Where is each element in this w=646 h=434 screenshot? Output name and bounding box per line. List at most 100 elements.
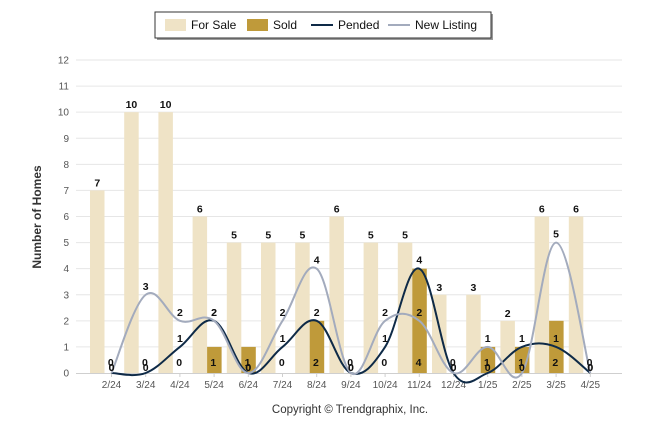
y-tick-label: 2 xyxy=(63,316,69,327)
data-label-new-listing: 0 xyxy=(587,362,593,374)
data-label-new-listing: 0 xyxy=(245,362,251,374)
x-tick-label: 5/24 xyxy=(204,380,224,391)
bar-sold xyxy=(480,346,496,373)
x-tick-label: 6/24 xyxy=(239,380,259,391)
data-label-pended: 1 xyxy=(280,333,286,345)
data-label-sold: 0 xyxy=(347,357,353,369)
legend-label: For Sale xyxy=(191,18,237,32)
data-label-pended: 1 xyxy=(519,333,525,345)
data-label-pended: 0 xyxy=(451,362,457,374)
y-tick-label: 0 xyxy=(63,369,69,380)
data-label-pended: 0 xyxy=(109,362,115,374)
data-label-sold: 0 xyxy=(587,357,593,369)
data-label-new-listing: 0 xyxy=(109,362,115,374)
x-tick-label: 9/24 xyxy=(341,380,361,391)
data-label-for-sale: 2 xyxy=(505,308,511,320)
data-label-for-sale: 5 xyxy=(231,230,237,242)
data-label-for-sale: 6 xyxy=(539,204,545,216)
y-tick-label: 9 xyxy=(63,134,69,145)
y-tick-label: 7 xyxy=(63,186,69,197)
legend-swatch xyxy=(247,19,268,31)
x-tick-label: 10/24 xyxy=(373,380,398,391)
x-tick-label: 11/24 xyxy=(407,380,432,391)
data-label-sold: 1 xyxy=(484,357,490,369)
data-label-sold: 2 xyxy=(552,357,558,369)
bar-for-sale xyxy=(261,242,276,373)
data-label-pended: 1 xyxy=(553,333,559,345)
data-label-new-listing: 3 xyxy=(143,281,149,293)
y-tick-label: 3 xyxy=(63,290,69,301)
data-label-sold: 0 xyxy=(108,357,114,369)
y-tick-label: 1 xyxy=(63,342,69,353)
x-tick-label: 4/25 xyxy=(581,380,601,391)
data-label-for-sale: 10 xyxy=(160,99,172,111)
bar-for-sale xyxy=(363,242,379,373)
data-label-pended: 1 xyxy=(382,333,388,345)
data-label-sold: 1 xyxy=(210,357,216,369)
data-label-pended: 0 xyxy=(348,362,354,374)
data-label-sold: 1 xyxy=(518,357,524,369)
data-label-for-sale: 3 xyxy=(471,282,477,294)
y-tick-label: 4 xyxy=(63,264,69,275)
bar-sold xyxy=(241,346,256,373)
bar-sold xyxy=(309,320,325,373)
data-labels: 7000100031001261225100501252246000501254… xyxy=(94,99,593,374)
data-label-sold: 0 xyxy=(381,357,387,369)
data-label-for-sale: 3 xyxy=(436,282,442,294)
data-label-for-sale: 6 xyxy=(573,204,579,216)
y-tick-label: 12 xyxy=(58,56,70,67)
x-tick-label: 2/24 xyxy=(102,380,122,391)
data-label-sold: 0 xyxy=(142,357,148,369)
copyright-footer: Copyright © Trendgraphix, Inc. xyxy=(272,404,428,416)
legend-label: Sold xyxy=(273,18,297,32)
data-label-new-listing: 2 xyxy=(280,307,286,319)
data-label-pended: 2 xyxy=(211,307,217,319)
bar-sold xyxy=(207,346,222,373)
y-axis-title: Number of Homes xyxy=(30,165,44,269)
data-label-pended: 0 xyxy=(143,362,149,374)
legend-swatch xyxy=(165,19,186,31)
y-tick-label: 5 xyxy=(63,238,69,249)
data-label-for-sale: 5 xyxy=(300,230,306,242)
y-tick-label: 10 xyxy=(58,108,70,119)
data-label-sold: 0 xyxy=(450,357,456,369)
data-label-new-listing: 1 xyxy=(485,333,491,345)
data-label-new-listing: 2 xyxy=(177,307,183,319)
data-label-new-listing: 2 xyxy=(382,307,388,319)
data-label-new-listing: 0 xyxy=(451,362,457,374)
data-label-sold: 0 xyxy=(176,357,182,369)
legend: For Sale Sold Pended New Listing xyxy=(154,11,493,40)
bar-for-sale xyxy=(226,242,242,373)
data-label-for-sale: 5 xyxy=(265,230,271,242)
y-tick-label: 11 xyxy=(59,82,70,93)
data-label-pended: 0 xyxy=(245,362,251,374)
y-tick-label: 8 xyxy=(63,160,69,171)
data-label-new-listing: 2 xyxy=(211,307,217,319)
x-tick-label: 7/24 xyxy=(273,380,293,391)
data-label-sold: 4 xyxy=(416,357,422,369)
x-tick-label: 8/24 xyxy=(307,380,327,391)
data-label-new-listing: 0 xyxy=(519,362,525,374)
bar-for-sale xyxy=(192,216,208,373)
bar-for-sale xyxy=(466,294,481,373)
lines xyxy=(110,241,592,384)
data-label-pended: 4 xyxy=(416,255,422,267)
data-label-for-sale: 5 xyxy=(402,230,408,242)
bar-for-sale xyxy=(295,242,310,373)
data-label-sold: 0 xyxy=(279,357,285,369)
bar-for-sale xyxy=(329,216,344,373)
data-label-pended: 2 xyxy=(314,307,320,319)
data-label-for-sale: 7 xyxy=(94,177,100,189)
data-label-for-sale: 10 xyxy=(126,99,138,111)
bar-for-sale xyxy=(397,242,413,373)
bar-for-sale xyxy=(124,112,139,374)
x-tick-label: 3/24 xyxy=(136,380,156,391)
bar-for-sale xyxy=(534,216,550,373)
legend-label: New Listing xyxy=(415,18,477,32)
data-label-new-listing: 4 xyxy=(314,255,320,267)
data-label-for-sale: 6 xyxy=(197,204,203,216)
data-label-for-sale: 5 xyxy=(368,230,374,242)
legend-label: Pended xyxy=(338,18,379,32)
data-label-pended: 0 xyxy=(485,362,491,374)
